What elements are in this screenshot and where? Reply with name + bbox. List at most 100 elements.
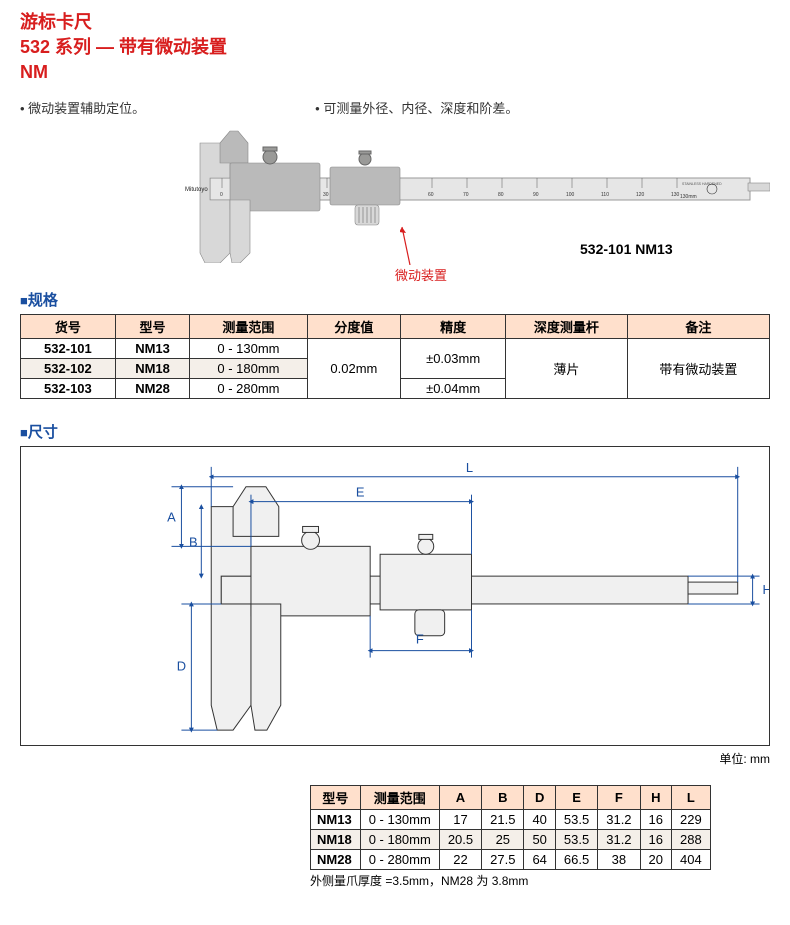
dh-F: F — [598, 785, 640, 809]
dc-L: 229 — [672, 809, 711, 829]
dh-L: L — [672, 785, 711, 809]
dim-header-row: 型号 测量范围 A B D E F H L — [311, 785, 711, 809]
h-model: 型号 — [115, 314, 189, 338]
dc-range: 0 - 180mm — [360, 829, 439, 849]
cell-remark: 带有微动装置 — [627, 338, 769, 398]
feature-bullets: • 微动装置辅助定位。 • 可测量外径、内径、深度和阶差。 — [20, 98, 770, 117]
dc-range: 0 - 130mm — [360, 809, 439, 829]
cell-order: 532-101 — [21, 338, 116, 358]
cell-order: 532-102 — [21, 358, 116, 378]
cell-order: 532-103 — [21, 378, 116, 398]
unit-label: 单位: mm — [20, 750, 770, 767]
bullet-1: • 微动装置辅助定位。 — [20, 98, 145, 117]
cell-depthbar: 薄片 — [506, 338, 628, 398]
spec-row-1: 532-101 NM13 0 - 130mm 0.02mm ±0.03mm 薄片… — [21, 338, 770, 358]
cell-range: 0 - 130mm — [190, 338, 307, 358]
dc-F: 31.2 — [598, 829, 640, 849]
dh-B: B — [482, 785, 524, 809]
cell-division: 0.02mm — [307, 338, 401, 398]
svg-text:130: 130 — [671, 192, 680, 198]
dh-E: E — [555, 785, 597, 809]
title-line-2: 532 系列 — 带有微动装置 — [20, 35, 770, 60]
svg-text:0: 0 — [220, 192, 223, 198]
svg-text:60: 60 — [428, 192, 434, 198]
svg-text:90: 90 — [533, 192, 539, 198]
dh-H: H — [640, 785, 671, 809]
dimension-diagram: L E A B D F H — [20, 446, 770, 746]
stainless-label: STAINLESS HARDENED — [682, 182, 722, 186]
svg-text:100: 100 — [566, 192, 575, 198]
h-division: 分度值 — [307, 314, 401, 338]
dim-A: A — [167, 509, 176, 524]
dim-row-2: NM18 0 - 180mm 20.5 25 50 53.5 31.2 16 2… — [311, 829, 711, 849]
product-photo-area: 0 10 20 30 40 50 60 70 80 90 100 110 120… — [20, 123, 770, 283]
dc-B: 21.5 — [482, 809, 524, 829]
dc-E: 53.5 — [555, 809, 597, 829]
dc-F: 31.2 — [598, 809, 640, 829]
dc-A: 22 — [439, 849, 481, 869]
dc-model: NM28 — [311, 849, 361, 869]
dh-D: D — [524, 785, 555, 809]
dh-range: 测量范围 — [360, 785, 439, 809]
dim-D: D — [177, 658, 186, 673]
dc-E: 53.5 — [555, 829, 597, 849]
svg-text:30: 30 — [323, 192, 329, 198]
h-depthbar: 深度测量杆 — [506, 314, 628, 338]
annotation-arrow — [400, 223, 415, 265]
dc-H: 16 — [640, 829, 671, 849]
dim-E: E — [356, 484, 365, 499]
dc-B: 27.5 — [482, 849, 524, 869]
caliper-photo: 0 10 20 30 40 50 60 70 80 90 100 110 120… — [150, 123, 770, 263]
dim-L: L — [466, 459, 473, 474]
h-range: 测量范围 — [190, 314, 307, 338]
dim-B: B — [189, 534, 198, 549]
cell-model: NM13 — [115, 338, 189, 358]
dim-footnote: 外侧量爪厚度 =3.5mm，NM28 为 3.8mm — [310, 872, 770, 889]
dc-range: 0 - 280mm — [360, 849, 439, 869]
dh-A: A — [439, 785, 481, 809]
dc-model: NM13 — [311, 809, 361, 829]
dc-D: 50 — [524, 829, 555, 849]
dc-A: 20.5 — [439, 829, 481, 849]
dim-row-3: NM28 0 - 280mm 22 27.5 64 66.5 38 20 404 — [311, 849, 711, 869]
dim-heading: ■尺寸 — [20, 421, 770, 442]
h-accuracy: 精度 — [401, 314, 506, 338]
dc-H: 20 — [640, 849, 671, 869]
spec-heading: ■规格 — [20, 289, 770, 310]
svg-text:120: 120 — [636, 192, 645, 198]
cell-model: NM28 — [115, 378, 189, 398]
dim-F: F — [416, 631, 424, 646]
cell-model: NM18 — [115, 358, 189, 378]
dc-model: NM18 — [311, 829, 361, 849]
h-remark: 备注 — [627, 314, 769, 338]
dc-H: 16 — [640, 809, 671, 829]
cell-acc-bot: ±0.04mm — [401, 378, 506, 398]
dc-D: 40 — [524, 809, 555, 829]
dc-A: 17 — [439, 809, 481, 829]
annotation-label: 微动装置 — [395, 265, 447, 284]
spec-header-row: 货号 型号 测量范围 分度值 精度 深度测量杆 备注 — [21, 314, 770, 338]
svg-text:110: 110 — [601, 192, 609, 198]
svg-text:70: 70 — [463, 192, 469, 198]
dim-H: H — [763, 582, 769, 597]
brand-label: Mitutoyo — [185, 187, 208, 193]
h-order: 货号 — [21, 314, 116, 338]
cell-range: 0 - 280mm — [190, 378, 307, 398]
dim-row-1: NM13 0 - 130mm 17 21.5 40 53.5 31.2 16 2… — [311, 809, 711, 829]
dc-L: 404 — [672, 849, 711, 869]
mm-label: 130mm — [680, 194, 697, 200]
dc-D: 64 — [524, 849, 555, 869]
title-line-3: NM — [20, 60, 770, 85]
dc-B: 25 — [482, 829, 524, 849]
cell-acc-top: ±0.03mm — [401, 338, 506, 378]
dc-F: 38 — [598, 849, 640, 869]
dc-E: 66.5 — [555, 849, 597, 869]
svg-text:80: 80 — [498, 192, 504, 198]
photo-model-label: 532-101 NM13 — [580, 241, 673, 257]
title-line-1: 游标卡尺 — [20, 10, 770, 35]
dh-model: 型号 — [311, 785, 361, 809]
dimension-table: 型号 测量范围 A B D E F H L NM13 0 - 130mm 17 … — [310, 785, 711, 870]
spec-table: 货号 型号 测量范围 分度值 精度 深度测量杆 备注 532-101 NM13 … — [20, 314, 770, 399]
cell-range: 0 - 180mm — [190, 358, 307, 378]
bullet-2: • 可测量外径、内径、深度和阶差。 — [315, 98, 518, 117]
